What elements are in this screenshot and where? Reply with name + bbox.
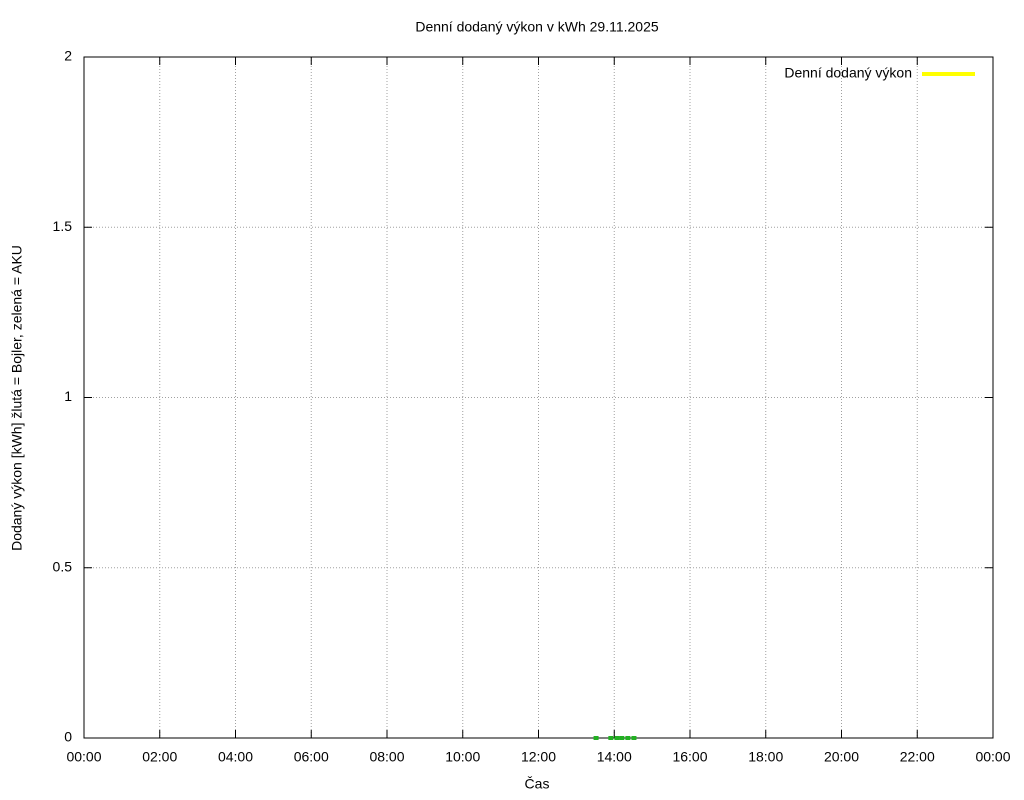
x-tick-label: 14:00 [597, 749, 632, 765]
chart-title: Denní dodaný výkon v kWh 29.11.2025 [415, 19, 659, 35]
x-tick-label: 00:00 [66, 749, 101, 765]
plot-frame [83, 56, 994, 739]
x-tick-label: 10:00 [445, 749, 480, 765]
x-tick-label: 08:00 [369, 749, 404, 765]
x-tick-label: 06:00 [294, 749, 329, 765]
data-point [625, 736, 631, 740]
data-point [614, 736, 620, 740]
y-tick-label: 0 [64, 729, 72, 745]
data-point [608, 736, 614, 740]
x-tick-label: 18:00 [748, 749, 783, 765]
y-axis-label: Dodaný výkon [kWh] žlutá = Bojler, zelen… [9, 245, 25, 551]
x-tick-label: 02:00 [142, 749, 177, 765]
data-point [619, 736, 625, 740]
y-tick-label: 0.5 [53, 558, 73, 574]
x-tick-label: 04:00 [218, 749, 253, 765]
y-tick-label: 1.5 [53, 218, 73, 234]
x-tick-label: 00:00 [975, 749, 1010, 765]
x-tick-label: 20:00 [824, 749, 859, 765]
y-tick-label: 1 [64, 388, 72, 404]
x-axis-label: Čas [525, 776, 550, 792]
y-tick-label: 2 [64, 48, 72, 64]
x-tick-label: 22:00 [900, 749, 935, 765]
data-point [631, 736, 637, 740]
x-tick-label: 12:00 [521, 749, 556, 765]
x-tick-label: 16:00 [672, 749, 707, 765]
legend-label: Denní dodaný výkon [784, 65, 912, 81]
data-point [593, 736, 599, 740]
